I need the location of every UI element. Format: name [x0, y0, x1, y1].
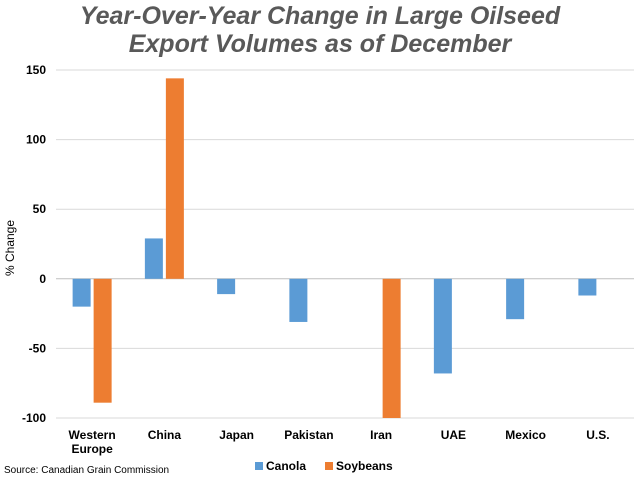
- x-tick-label: UAE: [441, 428, 466, 442]
- bar-soybeans-china: [165, 78, 184, 279]
- bar-soybeans-westerneurope: [93, 278, 112, 403]
- x-tick-label: Iran: [370, 428, 392, 442]
- x-tick-label: China: [148, 428, 182, 442]
- legend-swatch-soybeans: [325, 462, 333, 470]
- chart-title-line-2: Export Volumes as of December: [128, 30, 512, 58]
- y-tick-label: -100: [22, 411, 46, 425]
- y-tick-label: 150: [26, 63, 46, 77]
- y-axis-tick-labels: -100 -50 0 50 100 150: [22, 63, 46, 425]
- y-tick-label: 0: [39, 272, 46, 286]
- legend-label-soybeans: Soybeans: [336, 459, 393, 473]
- y-axis-label: % Change: [3, 220, 17, 276]
- x-axis-tick-labels: Western Europe China Japan Pakistan Iran UAE Me…: [69, 428, 610, 456]
- y-tick-label: 50: [33, 202, 47, 216]
- bars: [72, 78, 597, 418]
- legend-swatch-canola: [255, 462, 263, 470]
- bar-soybeans-iran: [382, 278, 401, 418]
- bar-canola-mexico: [506, 278, 525, 320]
- legend: Canola Soybeans: [255, 459, 393, 473]
- legend-label-canola: Canola: [266, 459, 306, 473]
- gridlines: [56, 69, 634, 419]
- x-tick-label: Japan: [219, 428, 254, 442]
- x-tick-label: Mexico: [505, 428, 546, 442]
- y-tick-label: -50: [29, 341, 47, 355]
- x-tick-label: U.S.: [586, 428, 609, 442]
- bar-canola-us: [578, 278, 597, 296]
- x-tick-label: Pakistan: [284, 428, 333, 442]
- bar-canola-japan: [217, 278, 236, 295]
- y-tick-label: 100: [26, 133, 46, 147]
- chart-title-line-1: Year-Over-Year Change in Large Oilseed: [79, 2, 561, 30]
- source-note: Source: Canadian Grain Commission: [4, 465, 170, 476]
- bar-canola-westerneurope: [72, 278, 91, 307]
- chart-title: Year-Over-Year Change in Large Oilseed E…: [0, 2, 640, 58]
- bar-canola-pakistan: [289, 278, 308, 322]
- bar-canola-china: [144, 238, 163, 279]
- x-tick-label: Western Europe: [69, 428, 116, 456]
- bar-canola-uae: [433, 278, 452, 374]
